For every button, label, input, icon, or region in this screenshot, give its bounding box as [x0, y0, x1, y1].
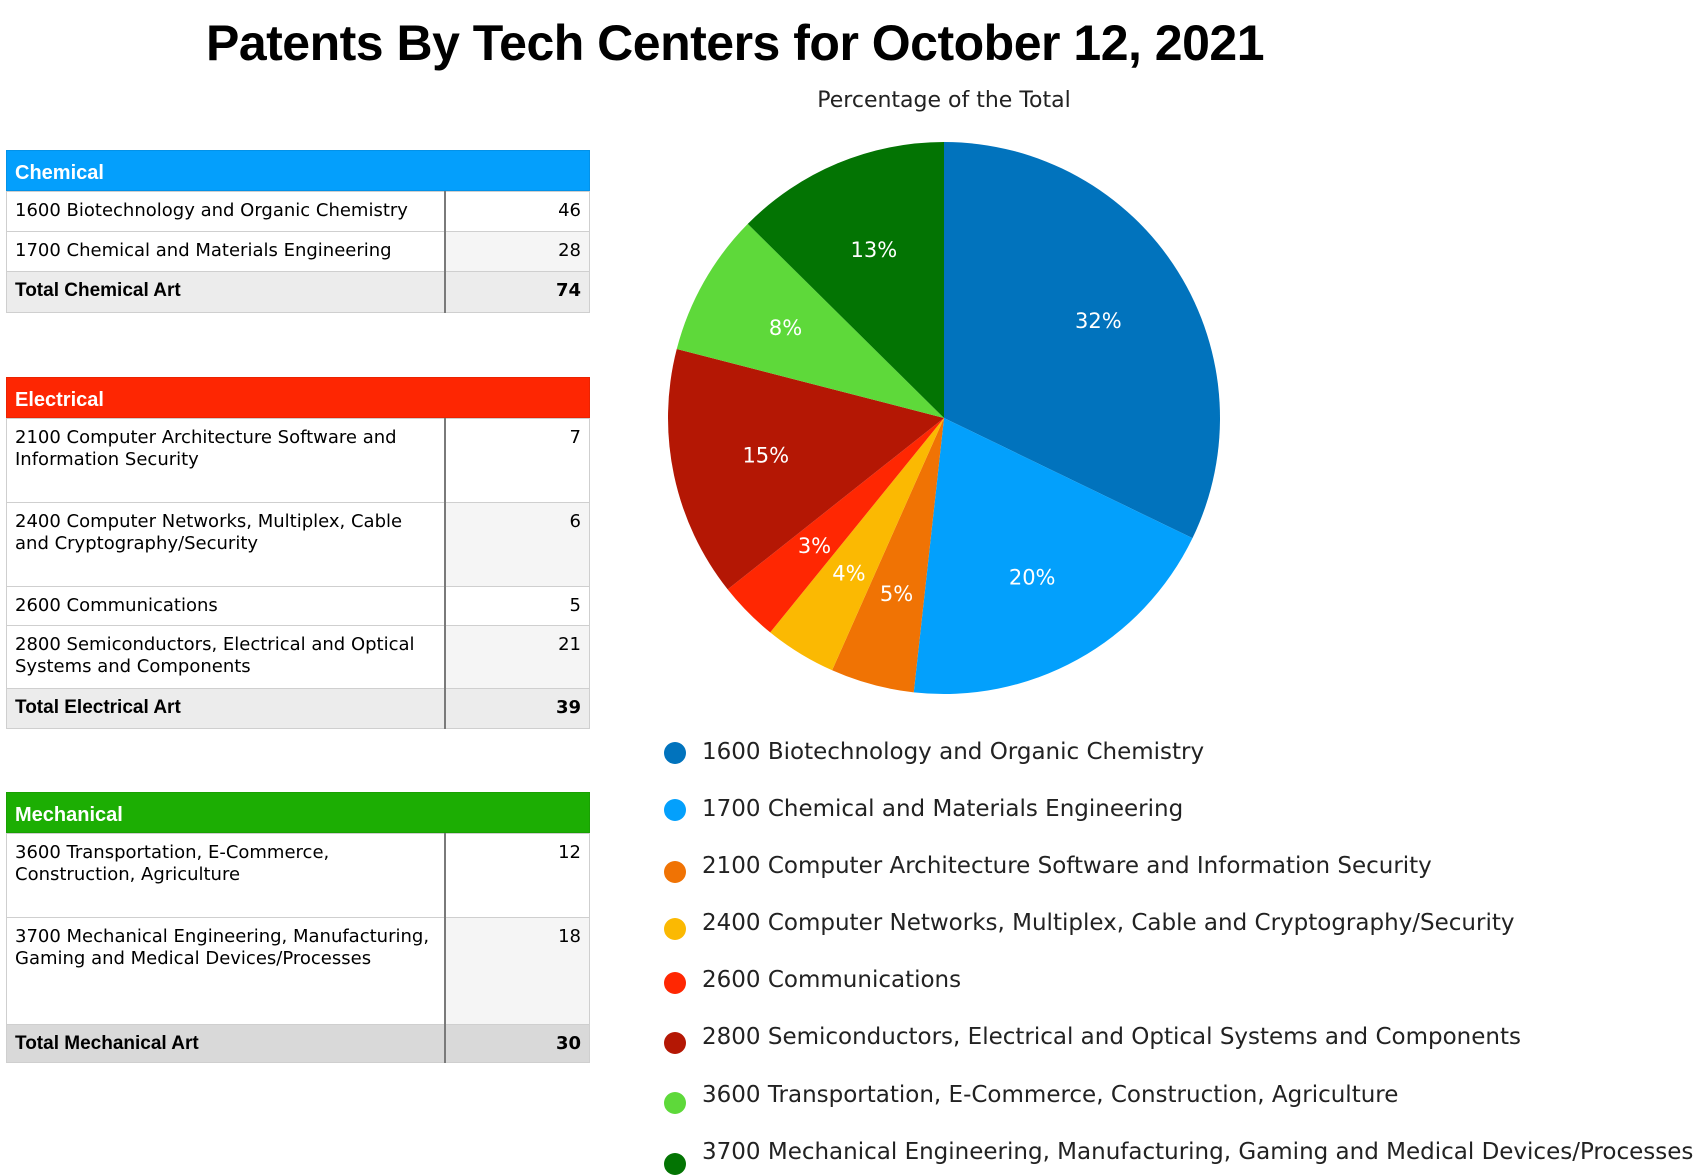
- row-value: 6: [444, 502, 590, 587]
- pie-chart: 32% 20% 5% 4%3% 15% 8% 13%: [668, 142, 1220, 694]
- row-label: 2800 Semiconductors, Electrical and Opti…: [6, 625, 446, 689]
- pie-slice: [747, 142, 944, 418]
- slice-label: 8%: [769, 316, 802, 340]
- slice-label: 32%: [1075, 309, 1122, 333]
- pie-slice: [770, 418, 944, 671]
- row-label: 3700 Mechanical Engineering, Manufacturi…: [6, 917, 446, 1025]
- legend-marker: [664, 972, 686, 994]
- slice-label: 20%: [1009, 565, 1056, 589]
- slice-label: 3%: [798, 534, 831, 558]
- legend-marker: [664, 861, 686, 883]
- table-row: 2100 Computer Architecture Software and …: [6, 418, 590, 503]
- legend-label: 3700 Mechanical Engineering, Manufacturi…: [702, 1139, 1694, 1165]
- pie-slice: [668, 349, 944, 590]
- electrical-table: Electrical 2100 Computer Architecture So…: [6, 377, 590, 729]
- table-row: 2600 Communications 5: [6, 586, 590, 626]
- pie-slice: [727, 418, 944, 633]
- row-label: 1600 Biotechnology and Organic Chemistry: [6, 191, 446, 232]
- table-row: 3700 Mechanical Engineering, Manufacturi…: [6, 917, 590, 1025]
- table-row: 2800 Semiconductors, Electrical and Opti…: [6, 625, 590, 689]
- total-row: Total Chemical Art 74: [6, 271, 590, 313]
- legend-item: 1700 Chemical and Materials Engineering: [662, 792, 1692, 832]
- legend-item: 1600 Biotechnology and Organic Chemistry: [662, 735, 1692, 775]
- legend-item: 2600 Communications: [662, 963, 1692, 1003]
- slice-label: 4%: [832, 561, 865, 585]
- row-value: 28: [444, 231, 590, 272]
- row-label: 2600 Communications: [6, 586, 446, 626]
- group-header-electrical: Electrical: [6, 377, 590, 418]
- total-row: Total Mechanical Art 30: [6, 1024, 590, 1063]
- row-value: 21: [444, 625, 590, 689]
- group-header-mechanical: Mechanical: [6, 792, 590, 833]
- total-label: Total Electrical Art: [6, 688, 446, 729]
- legend-item: 2100 Computer Architecture Software and …: [662, 849, 1692, 889]
- pie-slice: [676, 223, 944, 418]
- legend-label: 1700 Chemical and Materials Engineering: [702, 796, 1184, 822]
- total-label: Total Chemical Art: [6, 271, 446, 313]
- row-value: 18: [444, 917, 590, 1025]
- legend-item: 2400 Computer Networks, Multiplex, Cable…: [662, 906, 1692, 946]
- page-title: Patents By Tech Centers for October 12, …: [205, 15, 1265, 71]
- legend-label: 2400 Computer Networks, Multiplex, Cable…: [702, 910, 1515, 936]
- slice-label: 15%: [742, 444, 789, 468]
- total-value: 39: [444, 688, 590, 729]
- row-label: 3600 Transportation, E-Commerce, Constru…: [6, 833, 446, 918]
- legend-marker: [664, 1153, 686, 1175]
- legend-label: 2800 Semiconductors, Electrical and Opti…: [702, 1024, 1521, 1050]
- legend-marker: [664, 1092, 686, 1114]
- legend-item: 3700 Mechanical Engineering, Manufacturi…: [662, 1135, 1694, 1175]
- legend-marker: [664, 918, 686, 940]
- legend-marker: [664, 1032, 686, 1054]
- chart-title: Percentage of the Total: [817, 88, 1071, 113]
- total-row: Total Electrical Art 39: [6, 688, 590, 729]
- legend-label: 2100 Computer Architecture Software and …: [702, 853, 1432, 879]
- legend-item: 3600 Transportation, E-Commerce, Constru…: [662, 1078, 1692, 1118]
- row-label: 2100 Computer Architecture Software and …: [6, 418, 446, 503]
- table-row: 1600 Biotechnology and Organic Chemistry…: [6, 191, 590, 232]
- total-value: 30: [444, 1024, 590, 1063]
- legend-marker: [664, 742, 686, 764]
- pie-slice: [913, 418, 1193, 694]
- total-label: Total Mechanical Art: [6, 1024, 446, 1063]
- row-value: 12: [444, 833, 590, 918]
- mechanical-table: Mechanical 3600 Transportation, E-Commer…: [6, 792, 590, 1063]
- row-value: 7: [444, 418, 590, 503]
- legend-item: 2800 Semiconductors, Electrical and Opti…: [662, 1020, 1692, 1060]
- legend-label: 3600 Transportation, E-Commerce, Constru…: [702, 1082, 1399, 1108]
- slice-label: 13%: [850, 238, 897, 262]
- group-header-chemical: Chemical: [6, 150, 590, 191]
- legend-marker: [664, 799, 686, 821]
- chemical-table: Chemical 1600 Biotechnology and Organic …: [6, 150, 590, 313]
- slice-label: 5%: [880, 582, 913, 606]
- pie-slice: [832, 418, 944, 693]
- row-value: 5: [444, 586, 590, 626]
- pie-slice: [944, 142, 1220, 539]
- total-value: 74: [444, 271, 590, 313]
- row-value: 46: [444, 191, 590, 232]
- table-row: 3600 Transportation, E-Commerce, Constru…: [6, 833, 590, 918]
- legend-label: 2600 Communications: [702, 967, 962, 993]
- legend-label: 1600 Biotechnology and Organic Chemistry: [702, 739, 1205, 765]
